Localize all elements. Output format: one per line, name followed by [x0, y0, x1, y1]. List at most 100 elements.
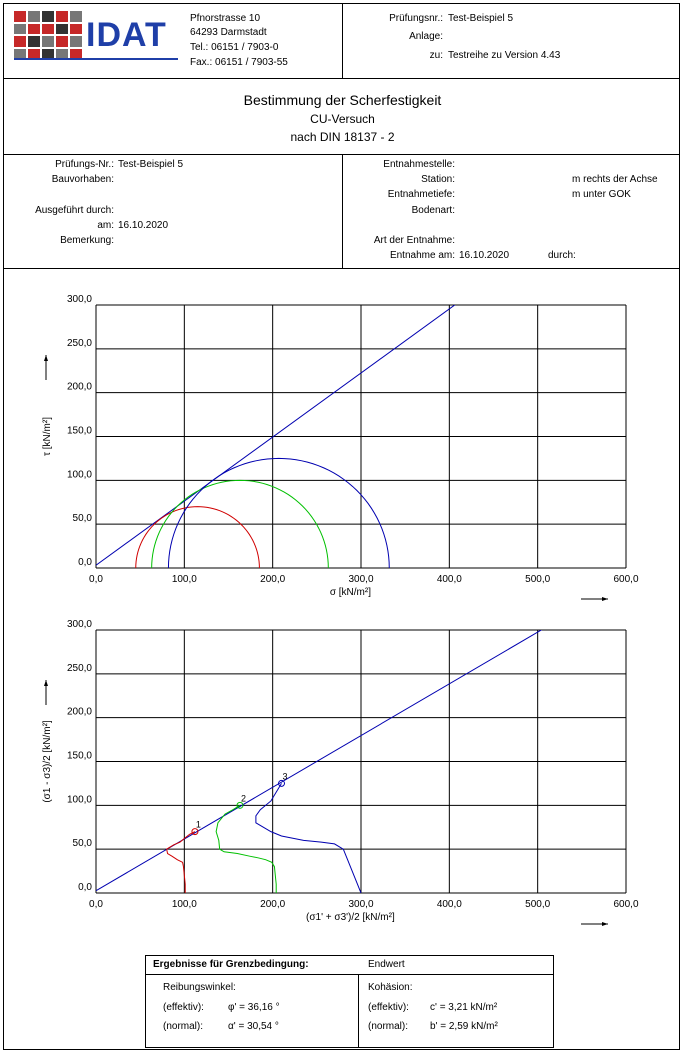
- art-entnahme-label: Art der Entnahme:: [373, 235, 455, 246]
- y-tick-label: 200,0: [67, 707, 92, 718]
- y-tick-label: 0,0: [78, 557, 92, 568]
- c-eff-label: (effektiv):: [368, 1002, 409, 1013]
- entnahme-am-label: Entnahme am:: [389, 250, 455, 261]
- company-fax: Fax.: 06151 / 7903-55: [190, 57, 288, 68]
- alpha-value: α' = 30,54 °: [228, 1021, 279, 1032]
- y-tick-label: 100,0: [67, 469, 92, 480]
- b-value: b' = 2,59 kN/m²: [430, 1021, 498, 1032]
- entnahme-am-value: 16.10.2020: [459, 250, 510, 261]
- x-tick-label: 500,0: [525, 574, 550, 585]
- y-tick-label: 200,0: [67, 382, 92, 393]
- y-axis-label: (σ1 - σ3)/2 [kN/m²]: [42, 720, 53, 803]
- stress-path-label: 2: [241, 793, 246, 803]
- stress-path-endpoint: [278, 779, 285, 787]
- x-tick-label: 600,0: [613, 574, 638, 585]
- header-vdivider: [342, 3, 343, 78]
- kohaesion-label: Kohäsion:: [368, 982, 413, 993]
- durch-label: durch:: [548, 250, 576, 261]
- am-value: 16.10.2020: [118, 220, 169, 231]
- page-subtitle-2: nach DIN 18137 - 2: [290, 130, 395, 144]
- y-tick-label: 50,0: [73, 838, 93, 849]
- title-divider: [3, 154, 680, 155]
- entnahmetiefe-unit: m unter GOK: [572, 189, 631, 200]
- logo-underline: [14, 58, 178, 60]
- results-header-value: Endwert: [368, 959, 405, 970]
- x-axis-label: σ [kN/m²]: [330, 587, 371, 598]
- station-label: Station:: [421, 174, 455, 185]
- company-street: Pfnorstrasse 10: [190, 13, 261, 24]
- logo-mark: [14, 11, 82, 59]
- x-tick-label: 100,0: [172, 899, 197, 910]
- x-tick-label: 200,0: [260, 574, 285, 585]
- phi-eff-value: φ' = 36,16 °: [228, 1002, 280, 1013]
- x-tick-label: 0,0: [89, 899, 103, 910]
- y-arrow-head: [44, 680, 48, 686]
- y-tick-label: 0,0: [78, 882, 92, 893]
- results-header-divider: [145, 974, 554, 975]
- x-arrow-head: [602, 922, 608, 926]
- stress-path-label: 1: [196, 820, 201, 830]
- x-tick-label: 400,0: [437, 574, 462, 585]
- x-tick-label: 100,0: [172, 574, 197, 585]
- stress-path: [166, 831, 196, 893]
- zu-value: Testreihe zu Version 4.43: [448, 50, 561, 61]
- y-tick-label: 50,0: [73, 513, 93, 524]
- stress-path-chart: 0,0 100,0 200,0 300,0 400,0 500,0 600,0 0,0 50,0…: [42, 619, 639, 926]
- page-frame: [3, 3, 680, 1050]
- y-tick-label: 100,0: [67, 794, 92, 805]
- mohr-circle: [135, 506, 260, 568]
- mohr-circle: [151, 479, 329, 568]
- x-tick-label: 400,0: [437, 899, 462, 910]
- y-tick-label: 150,0: [67, 751, 92, 762]
- alpha-label: (normal):: [163, 1021, 204, 1032]
- x-tick-label: 300,0: [348, 574, 373, 585]
- zu-label: zu:: [429, 50, 443, 61]
- mohr-circle: [167, 457, 390, 568]
- company-city: 64293 Darmstadt: [190, 27, 267, 38]
- y-arrow-head: [44, 355, 48, 361]
- page-title: Bestimmung der Scherfestigkeit: [243, 92, 442, 108]
- x-tick-label: 600,0: [613, 899, 638, 910]
- ausgefuehrt-label: Ausgeführt durch:: [35, 205, 114, 216]
- x-tick-label: 500,0: [525, 899, 550, 910]
- pruefungs-nr-label: Prüfungs-Nr.:: [55, 159, 114, 170]
- header-divider: [3, 78, 680, 79]
- y-tick-label: 250,0: [67, 663, 92, 674]
- stress-path-label: 3: [283, 771, 288, 781]
- y-tick-label: 250,0: [67, 338, 92, 349]
- c-eff-value: c' = 3,21 kN/m²: [430, 1002, 498, 1013]
- y-tick-label: 300,0: [67, 619, 92, 630]
- x-tick-label: 0,0: [89, 574, 103, 585]
- stress-path-endpoint: [191, 828, 199, 836]
- y-tick-label: 150,0: [67, 426, 92, 437]
- logo-text: IDAT: [86, 16, 167, 54]
- stress-path: [215, 804, 277, 893]
- x-tick-label: 300,0: [348, 899, 373, 910]
- bemerkung-label: Bemerkung:: [60, 235, 114, 246]
- info-divider: [3, 268, 680, 269]
- stress-path: [255, 783, 362, 893]
- am-label: am:: [97, 220, 114, 231]
- info-vdivider: [342, 154, 343, 268]
- plot-area: [96, 630, 543, 893]
- pruefungs-nr-value: Test-Beispiel 5: [118, 159, 184, 170]
- mohr-circle-chart: 0,0 100,0 200,0 300,0 400,0 500,0 600,0 0,0 50,0…: [42, 294, 639, 601]
- anlage-label: Anlage:: [409, 31, 443, 42]
- x-tick-label: 200,0: [260, 899, 285, 910]
- phi-eff-label: (effektiv):: [163, 1002, 204, 1013]
- bodenart-label: Bodenart:: [411, 205, 455, 216]
- company-tel: Tel.: 06151 / 7903-0: [190, 42, 279, 53]
- entnahmetiefe-label: Entnahmetiefe:: [387, 189, 455, 200]
- results-vdivider: [358, 974, 359, 1048]
- x-arrow-head: [602, 597, 608, 601]
- stress-path-endpoint: [236, 801, 244, 809]
- y-axis-label: τ [kN/m²]: [42, 417, 53, 456]
- station-unit: m rechts der Achse: [572, 174, 658, 185]
- y-tick-label: 300,0: [67, 294, 92, 305]
- results-header: Ergebnisse für Grenzbedingung:: [153, 959, 309, 970]
- plot-area: [96, 305, 456, 568]
- b-label: (normal):: [368, 1021, 409, 1032]
- x-axis-label: (σ1' + σ3')/2 [kN/m²]: [306, 912, 395, 923]
- failure-envelope: [96, 305, 456, 566]
- entnahmestelle-label: Entnahmestelle:: [383, 159, 455, 170]
